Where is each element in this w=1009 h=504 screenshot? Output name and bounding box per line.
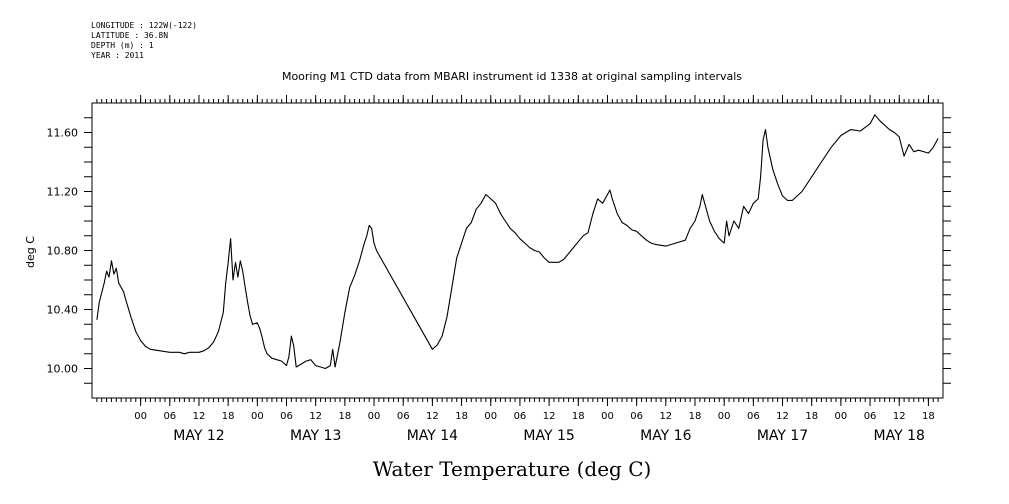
chart-title: Mooring M1 CTD data from MBARI instrumen… [282,70,742,83]
x-tick-label: 06 [514,411,527,422]
x-tick-label: 18 [805,411,818,422]
y-tick-label: 10.00 [47,363,79,376]
x-tick-label: 06 [747,411,760,422]
y-axis-title: deg C [24,236,37,268]
x-tick-label: 18 [455,411,468,422]
plot-frame [91,102,944,399]
x-tick-label: 00 [835,411,848,422]
x-day-label: MAY 12 [173,428,224,444]
x-tick-label: 00 [368,411,381,422]
x-tick-label: 06 [630,411,643,422]
y-tick-label: 10.80 [47,245,79,258]
x-tick-label: 12 [893,411,906,422]
x-axis-labels: 00 06 12 18 00 06 12 18 00 06 12 18 00 06 12 18 00 06 12 18… [134,411,935,422]
x-tick-label: 18 [222,411,235,422]
meta-longitude: LONGITUDE : 122W(-122) [91,21,197,30]
x-day-label: MAY 15 [523,428,574,444]
x-axis-title: Water Temperature (deg C) [373,457,652,481]
x-day-label: MAY 18 [874,428,925,444]
x-day-label: MAY 16 [640,428,691,444]
x-tick-label: 06 [280,411,293,422]
meta-depth: DEPTH (m) : 1 [91,41,154,50]
x-tick-label: 00 [484,411,497,422]
x-tick-label: 18 [689,411,702,422]
x-axis-day-labels: MAY 12 MAY 13 MAY 14 MAY 15 MAY 16 MAY 17 MAY … [173,428,925,444]
y-axis-labels: 10.00 10.40 10.80 11.20 11.60 [47,127,79,376]
series-line-water-temperature [96,114,939,370]
y-tick-label: 11.60 [47,127,79,140]
meta-latitude: LATITUDE : 36.8N [91,31,169,40]
x-tick-label: 00 [601,411,614,422]
metadata-block: LONGITUDE : 122W(-122) LATITUDE : 36.8N … [91,21,197,61]
x-tick-label: 18 [572,411,585,422]
y-tick-label: 11.20 [47,186,79,199]
y-tick-label: 10.40 [47,304,79,317]
meta-year: YEAR : 2011 [91,51,144,60]
x-tick-label: 18 [922,411,935,422]
x-tick-label: 00 [134,411,147,422]
x-tick-label: 06 [163,411,176,422]
axis-ticks [84,95,951,406]
x-tick-label: 00 [251,411,264,422]
x-tick-label: 06 [397,411,410,422]
x-tick-label: 12 [426,411,439,422]
x-tick-label: 12 [543,411,556,422]
x-tick-label: 12 [309,411,322,422]
x-day-label: MAY 14 [407,428,458,444]
x-tick-label: 12 [776,411,789,422]
x-tick-label: 00 [718,411,731,422]
x-tick-label: 12 [193,411,206,422]
x-day-label: MAY 17 [757,428,808,444]
x-tick-label: 06 [864,411,877,422]
x-tick-label: 12 [659,411,672,422]
x-day-label: MAY 13 [290,428,341,444]
x-tick-label: 18 [339,411,352,422]
